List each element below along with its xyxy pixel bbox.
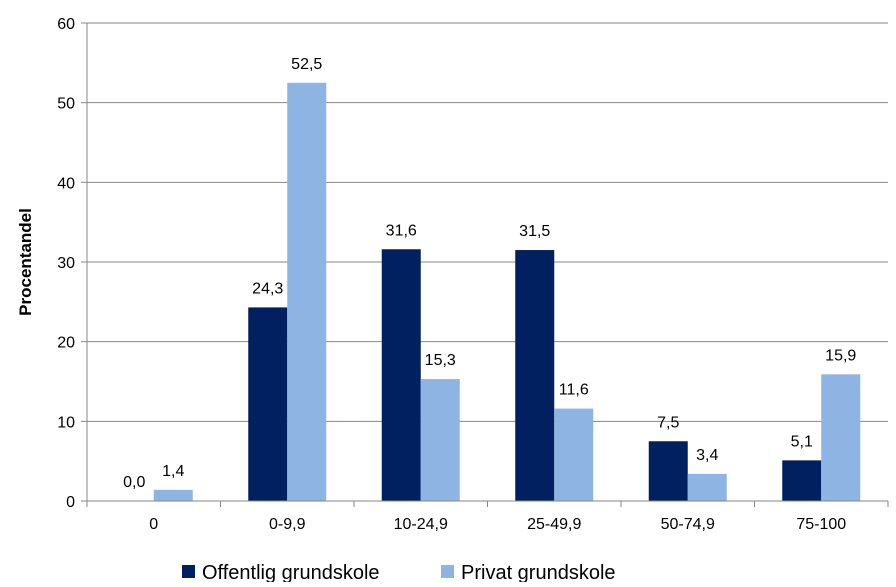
data-label: 5,1 bbox=[791, 433, 813, 450]
legend-label: Offentlig grundskole bbox=[202, 562, 380, 582]
bar-offentlig bbox=[248, 307, 288, 501]
data-label: 15,9 bbox=[825, 347, 856, 364]
bar-privat bbox=[287, 82, 327, 501]
bar-offentlig bbox=[782, 460, 822, 501]
bars bbox=[153, 82, 861, 501]
x-tick-label: 75-100 bbox=[796, 516, 846, 533]
y-tick-label: 50 bbox=[57, 96, 75, 113]
x-tick-label: 50-74,9 bbox=[661, 516, 715, 533]
data-label: 31,5 bbox=[519, 223, 550, 240]
x-tick-label: 0-9,9 bbox=[269, 516, 306, 533]
x-tick-label: 25-49,9 bbox=[527, 516, 581, 533]
data-label: 7,5 bbox=[657, 414, 679, 431]
data-label: 3,4 bbox=[696, 447, 718, 464]
gridlines bbox=[87, 22, 888, 422]
legend-swatch bbox=[441, 565, 454, 578]
data-label: 31,6 bbox=[386, 222, 417, 239]
x-tick-label: 0 bbox=[149, 516, 158, 533]
y-tick-label: 0 bbox=[66, 494, 75, 511]
data-label: 11,6 bbox=[559, 382, 589, 399]
x-tick-label: 10-24,9 bbox=[394, 516, 448, 533]
bar-privat bbox=[420, 379, 460, 501]
bar-privat bbox=[153, 489, 193, 501]
y-tick-label: 60 bbox=[57, 16, 75, 33]
axes: 0 10 20 30 40 50 60 0 0-9,9 10-24,9 25-49,9 50-74,9… bbox=[57, 16, 889, 533]
bar-privat bbox=[554, 408, 594, 501]
legend-swatch bbox=[182, 565, 195, 578]
data-label: 52,5 bbox=[291, 56, 322, 73]
legend: Offentlig grundskole Privat grundskole bbox=[182, 562, 616, 584]
y-tick-label: 10 bbox=[57, 414, 75, 431]
y-axis-title: Procentandel bbox=[16, 208, 35, 316]
legend-label: Privat grundskole bbox=[461, 562, 616, 582]
bar-offentlig bbox=[515, 250, 555, 501]
y-tick-label: 40 bbox=[57, 175, 75, 192]
bar-privat bbox=[687, 473, 727, 501]
y-tick-label: 20 bbox=[57, 335, 75, 352]
data-label: 15,3 bbox=[425, 352, 456, 369]
bar-privat bbox=[821, 374, 861, 501]
bar-offentlig bbox=[648, 441, 688, 501]
y-tick-label: 30 bbox=[57, 255, 75, 272]
data-label: 1,4 bbox=[162, 463, 184, 480]
data-label: 0,0 bbox=[123, 474, 145, 491]
bar-offentlig bbox=[381, 249, 421, 501]
data-label: 24,3 bbox=[252, 280, 283, 297]
data-labels: 0,0 24,3 31,6 31,5 7,5 5,1 1,4 52,5 15,3 11,6 3,4 1… bbox=[123, 56, 856, 491]
